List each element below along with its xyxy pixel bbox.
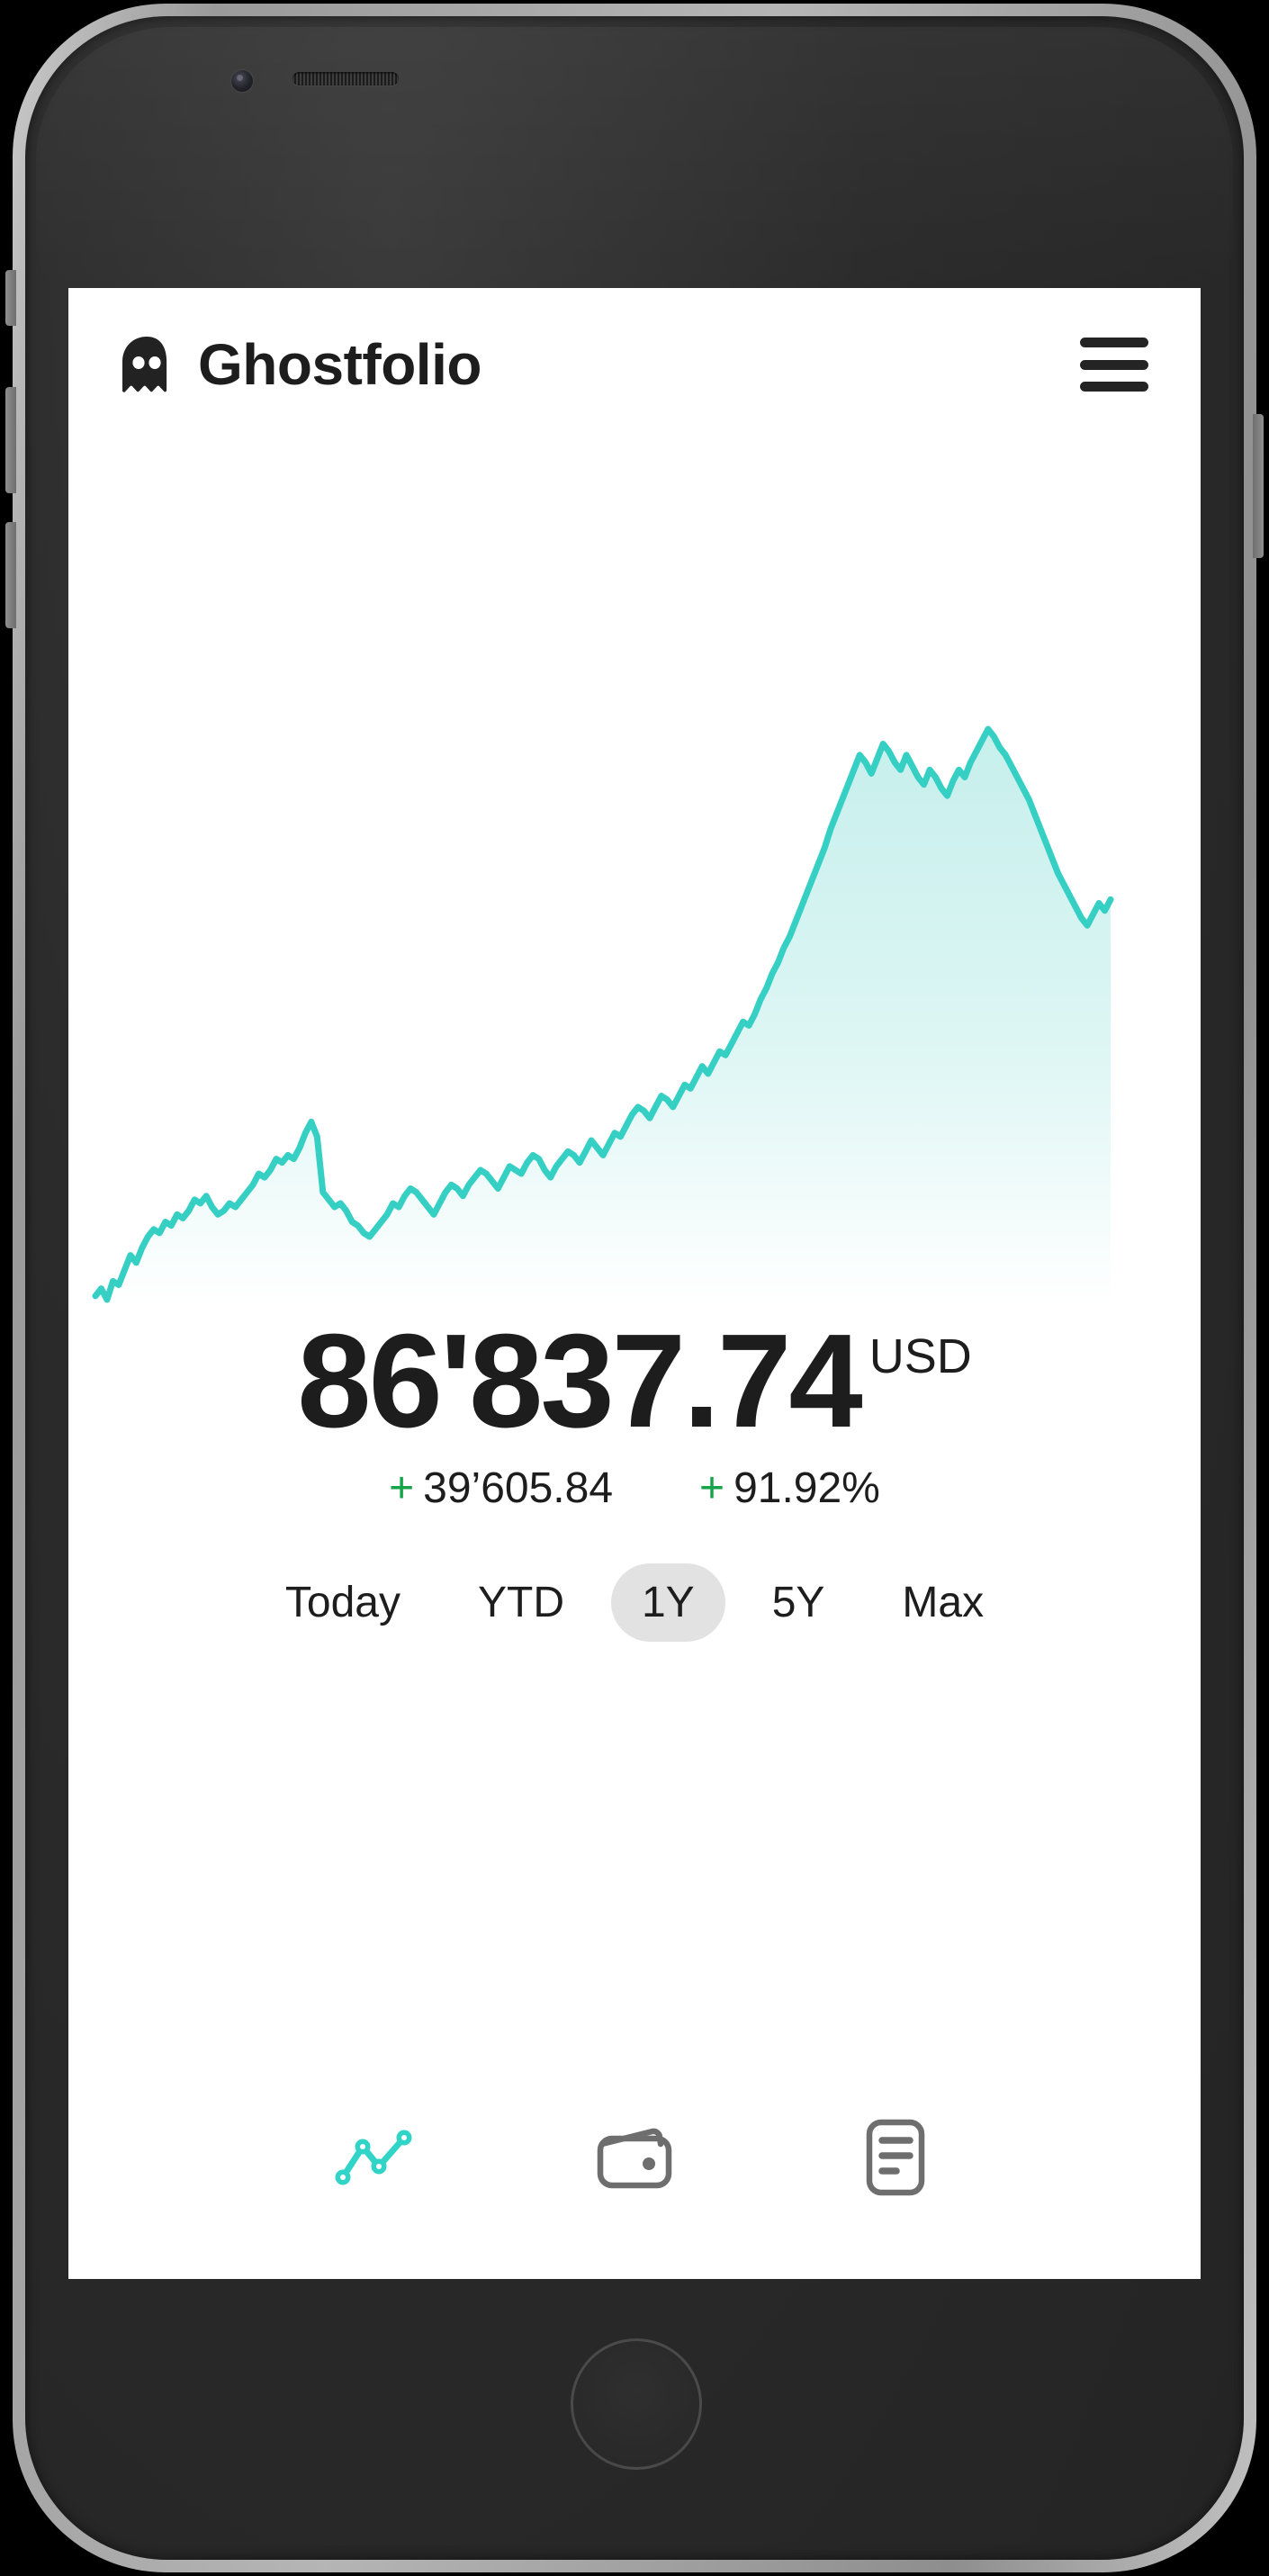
hamburger-bar (1080, 382, 1148, 392)
change-percent-sign: + (699, 1464, 725, 1512)
performance-chart[interactable] (68, 711, 1201, 1305)
change-percent: +91.92% (699, 1464, 880, 1513)
front-camera-icon (231, 70, 253, 92)
nav-item-overview[interactable] (324, 2114, 423, 2201)
earpiece-speaker-icon (292, 72, 399, 86)
range-tab-today[interactable]: Today (284, 1578, 400, 1626)
change-absolute: +39’605.84 (389, 1464, 613, 1513)
change-percent-value: 91.92% (734, 1464, 880, 1512)
volume-down-button[interactable] (5, 522, 16, 628)
line-chart-icon (332, 2125, 415, 2190)
portfolio-change-row: +39’605.84 +91.92% (68, 1464, 1201, 1513)
change-absolute-sign: + (389, 1464, 415, 1512)
range-tab-ytd[interactable]: YTD (477, 1578, 564, 1626)
portfolio-currency: USD (868, 1329, 972, 1383)
range-tab-1y[interactable]: 1Y (610, 1563, 725, 1642)
brand-name: Ghostfolio (198, 332, 482, 397)
wallet-icon (593, 2122, 676, 2193)
power-button[interactable] (1253, 414, 1264, 558)
portfolio-value: 86'837.74 (297, 1307, 862, 1455)
hamburger-bar (1080, 359, 1148, 370)
range-tab-5y[interactable]: 5Y (771, 1578, 825, 1626)
brand-logo[interactable]: Ghostfolio (119, 335, 482, 394)
home-button[interactable] (571, 2338, 702, 2470)
app-header: Ghostfolio (68, 288, 1201, 441)
volume-up-button[interactable] (5, 387, 16, 493)
silent-switch[interactable] (5, 270, 16, 326)
phone-screen: Ghostfolio (68, 288, 1201, 2279)
bottom-navigation (68, 2072, 1201, 2279)
ghost-icon (119, 335, 175, 394)
date-range-tabs[interactable]: Today YTD 1Y 5Y Max (68, 1563, 1201, 1642)
range-tab-max[interactable]: Max (902, 1578, 985, 1626)
change-absolute-value: 39’605.84 (423, 1464, 614, 1512)
portfolio-value-row: 86'837.74 USD (68, 1312, 1201, 1451)
app-main: 86'837.74 USD +39’605.84 +91.92% Today YT… (68, 441, 1201, 2072)
nav-item-accounts[interactable] (846, 2114, 945, 2201)
hamburger-bar (1080, 338, 1148, 347)
document-icon (861, 2117, 930, 2198)
hamburger-menu-icon[interactable] (1080, 338, 1148, 392)
nav-item-portfolio[interactable] (585, 2114, 684, 2201)
